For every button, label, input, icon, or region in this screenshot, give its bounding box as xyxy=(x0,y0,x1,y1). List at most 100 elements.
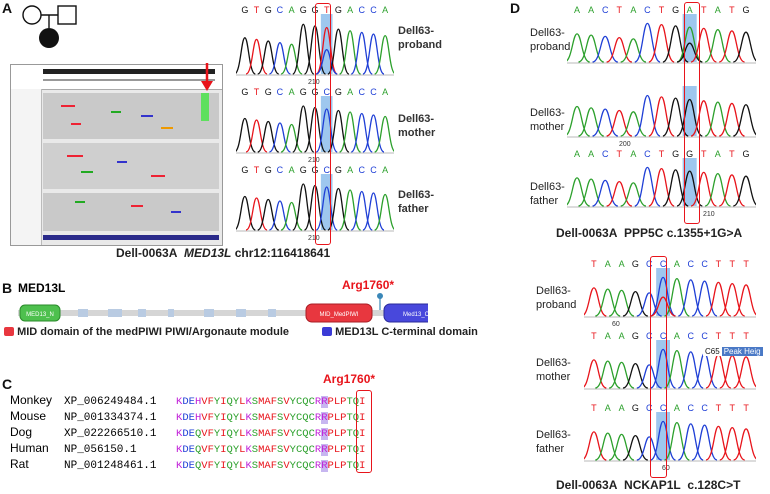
peak xyxy=(236,37,256,75)
species-name: Dog xyxy=(10,425,33,439)
base-call: C xyxy=(370,87,377,97)
chromatogram-d1-mother: 200 xyxy=(567,76,756,148)
base-call: G xyxy=(265,87,272,97)
base-call: G xyxy=(300,5,307,15)
peak xyxy=(676,170,703,207)
base-call: T xyxy=(324,5,330,15)
label-a-father: Dell63- father xyxy=(398,189,435,215)
base-call: T xyxy=(730,403,736,413)
highlight-box-a xyxy=(315,3,331,245)
base-call: A xyxy=(382,165,388,175)
position-label: 60 xyxy=(662,465,670,472)
base-call: G xyxy=(265,165,272,175)
peak xyxy=(315,26,338,75)
peak xyxy=(650,276,676,317)
base-call: A xyxy=(674,259,680,269)
peak xyxy=(677,279,704,317)
base-call: C xyxy=(701,259,708,269)
base-call: C xyxy=(660,259,667,269)
protein-sequence: KDEQVFYIQYLKSMAFSVYCQCRRPLPTQI xyxy=(176,428,366,440)
species-name: Human xyxy=(10,441,49,455)
base-call: T xyxy=(254,87,260,97)
peak xyxy=(690,100,717,137)
peak xyxy=(257,40,280,75)
peak xyxy=(362,192,385,231)
highlight-column xyxy=(320,174,333,230)
secondary-peak xyxy=(650,296,676,317)
peak xyxy=(733,356,756,389)
base-call: T xyxy=(591,259,597,269)
peak xyxy=(373,35,394,75)
base-call: T xyxy=(701,149,707,159)
chromatogram-d2-father: T A A G C C A C C T T T 60 xyxy=(584,402,756,472)
highlight-column xyxy=(320,96,333,152)
panel-b-letter: B xyxy=(2,280,13,296)
base-call: A xyxy=(630,149,636,159)
alignment-row: Rat NP_001248461.1 KDEQVFYIQYLKSMAFSVYCQCR… xyxy=(10,456,365,472)
base-call: C xyxy=(646,403,653,413)
peak xyxy=(677,423,704,461)
accession-id: NP_001248461.1 xyxy=(64,460,157,472)
base-call: C xyxy=(370,165,377,175)
base-call: C xyxy=(701,331,708,341)
highlight-column xyxy=(682,86,697,136)
peak xyxy=(269,122,291,153)
alignment-row: Mouse NP_001334374.1 KDEHVFYIQYLKSMAFSVYCQ… xyxy=(10,408,365,424)
base-call: A xyxy=(674,331,680,341)
panel-b-protein-name: MED13L xyxy=(18,281,66,295)
base-call: T xyxy=(659,149,665,159)
peak xyxy=(676,26,703,63)
base-call: A xyxy=(619,259,625,269)
base-call: A xyxy=(619,403,625,413)
peak xyxy=(595,360,621,389)
peak xyxy=(280,201,303,231)
alignment-highlight-box xyxy=(356,390,372,473)
base-call: T xyxy=(729,149,735,159)
base-call: T xyxy=(254,165,260,175)
base-call: T xyxy=(730,331,736,341)
base-call: A xyxy=(574,5,580,15)
base-call: C xyxy=(688,259,695,269)
peak xyxy=(595,432,621,461)
peak xyxy=(719,283,745,317)
peak xyxy=(648,23,675,63)
peak xyxy=(662,97,689,137)
peak xyxy=(578,178,605,207)
base-call: T xyxy=(617,149,623,159)
base-call: A xyxy=(347,5,353,15)
base-call: C xyxy=(688,403,695,413)
accession-id: XP_022266510.1 xyxy=(64,428,157,440)
peak xyxy=(634,94,661,137)
label-a-mother: Dell63- mother xyxy=(398,113,436,139)
base-call: C xyxy=(359,165,366,175)
base-call: A xyxy=(619,331,625,341)
peak xyxy=(664,421,690,461)
peak xyxy=(578,34,605,63)
peak xyxy=(245,197,268,231)
panel-a-caption: Dell-0063A MED13L chr12:116418641 xyxy=(116,246,331,260)
peak xyxy=(567,177,590,207)
base-call: A xyxy=(715,5,721,15)
base-call: A xyxy=(289,5,295,15)
base-call: A xyxy=(289,165,295,175)
peak xyxy=(650,348,676,389)
accession-id: NP_056150.1 xyxy=(64,444,137,456)
base-call: A xyxy=(347,165,353,175)
base-call: C xyxy=(277,5,284,15)
base-call: T xyxy=(743,259,749,269)
base-call: C xyxy=(660,331,667,341)
base-call: G xyxy=(241,5,248,15)
peak xyxy=(257,120,280,153)
peak xyxy=(733,284,756,317)
peak xyxy=(690,171,717,207)
position-label: 200 xyxy=(619,141,631,148)
peak xyxy=(648,167,675,207)
accession-id: XP_006249484.1 xyxy=(64,396,157,408)
peak xyxy=(733,31,756,63)
peak xyxy=(350,112,373,153)
peak xyxy=(608,289,635,317)
peak xyxy=(292,105,315,153)
peak xyxy=(567,105,590,137)
peak xyxy=(269,200,291,231)
secondary-peak xyxy=(315,49,338,75)
